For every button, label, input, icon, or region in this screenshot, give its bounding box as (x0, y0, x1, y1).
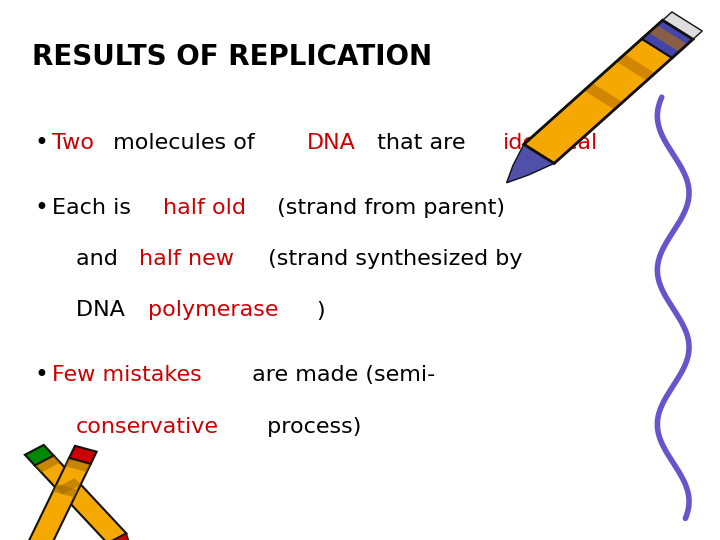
Text: Two: Two (52, 133, 94, 153)
Polygon shape (507, 144, 554, 183)
Polygon shape (53, 484, 78, 497)
Polygon shape (69, 446, 96, 464)
Text: RESULTS OF REPLICATION: RESULTS OF REPLICATION (32, 43, 433, 71)
Polygon shape (26, 458, 91, 540)
Text: that are: that are (370, 133, 473, 153)
Polygon shape (56, 478, 81, 495)
Polygon shape (662, 12, 702, 39)
Text: conservative: conservative (76, 416, 219, 437)
Text: ): ) (316, 300, 325, 321)
Text: •: • (35, 363, 48, 387)
Text: DNA: DNA (307, 133, 356, 153)
Text: process): process) (260, 416, 361, 437)
Text: half new: half new (139, 249, 234, 269)
Text: molecules of: molecules of (106, 133, 262, 153)
Text: •: • (35, 131, 48, 155)
Text: identical: identical (503, 133, 598, 153)
Text: and: and (76, 249, 125, 269)
Polygon shape (35, 456, 60, 472)
Polygon shape (642, 20, 693, 58)
Text: are made (semi-: are made (semi- (245, 365, 436, 386)
Polygon shape (107, 534, 133, 540)
Text: polymerase: polymerase (148, 300, 279, 321)
Polygon shape (584, 83, 623, 110)
Polygon shape (25, 445, 54, 465)
Text: (strand from parent): (strand from parent) (270, 198, 505, 218)
Text: half old: half old (163, 198, 246, 218)
Polygon shape (616, 54, 655, 80)
Text: •: • (35, 196, 48, 220)
Text: (strand synthesized by: (strand synthesized by (261, 249, 523, 269)
Text: Few mistakes: Few mistakes (52, 365, 202, 386)
Polygon shape (524, 39, 672, 164)
Text: Each is: Each is (52, 198, 138, 218)
Polygon shape (649, 25, 688, 52)
Polygon shape (35, 456, 126, 540)
Text: DNA: DNA (76, 300, 132, 321)
Polygon shape (65, 458, 91, 472)
